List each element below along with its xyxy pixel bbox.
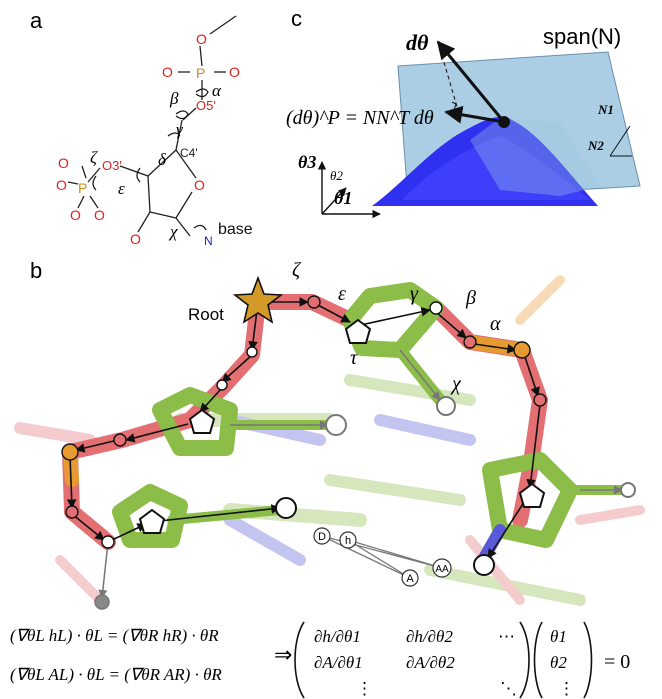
torsion-alpha-a: α	[212, 81, 222, 100]
pair-node-aa: AA	[435, 564, 449, 575]
node	[437, 397, 455, 415]
node	[247, 347, 257, 357]
atom-o-l5: O	[94, 207, 105, 223]
torsion-zeta-b: ζ	[292, 259, 302, 281]
node	[621, 483, 635, 497]
node	[217, 380, 227, 390]
node	[308, 296, 320, 308]
torsion-tau-b: τ	[350, 347, 358, 369]
panel-a: a O O O P O5' C4'	[30, 8, 253, 248]
torsion-epsilon-b: ε	[338, 283, 346, 305]
atom-o-l3: O	[56, 177, 67, 193]
node	[326, 415, 346, 435]
equations: (∇θL hL) · θL = (∇θR hR) · θR (∇θL AL) ·…	[10, 622, 630, 698]
theta1-label: θ1	[334, 188, 352, 208]
base-point	[498, 116, 510, 128]
atom-o-left: O	[162, 64, 173, 80]
implies-arrow: ⇒	[274, 642, 292, 667]
atom-o-bottom: O	[130, 231, 141, 247]
base-label: base	[218, 221, 253, 238]
matrix-r1c2: ∂h/∂θ2	[406, 627, 453, 646]
torsion-alpha-b: α	[490, 313, 501, 335]
vector-1: θ1	[550, 627, 567, 646]
matrix-r3c3: ⋱	[500, 679, 517, 698]
panel-b-letter: b	[30, 258, 42, 283]
pair-nodes: D h A AA	[314, 528, 451, 586]
nodes	[62, 296, 635, 609]
node	[474, 555, 494, 575]
panel-a-letter: a	[30, 8, 43, 33]
panel-a-bonds	[68, 16, 236, 236]
panel-b: b	[20, 258, 640, 609]
pair-node-d: D	[318, 531, 326, 543]
atom-o-top: O	[196, 31, 207, 47]
torsion-beta-b: β	[465, 287, 476, 309]
dtheta-label: dθ	[406, 30, 429, 55]
torsion-beta-a: β	[169, 89, 179, 108]
node	[276, 498, 296, 518]
matrix-r1c3: ⋯	[498, 627, 515, 646]
matrix-r3c1: ⋮	[356, 679, 373, 698]
atom-p2: P	[78, 180, 87, 196]
equation-line-1: (∇θL hL) · θL = (∇θR hR) · θR	[10, 626, 219, 645]
node	[114, 434, 126, 446]
node	[62, 444, 78, 460]
matrix-r2c1: ∂A/∂θ1	[314, 653, 363, 672]
node	[464, 336, 476, 348]
theta2-label: θ2	[330, 168, 343, 183]
matrix-left-paren	[295, 622, 304, 698]
node	[514, 342, 530, 358]
atom-o5: O5'	[196, 98, 216, 113]
vector-left-paren	[535, 622, 543, 698]
torsion-chi-b: χ	[450, 373, 462, 395]
node	[534, 394, 546, 406]
pair-node-h: h	[345, 535, 351, 547]
atom-o-ring: O	[194, 177, 205, 193]
theta3-label: θ3	[298, 152, 316, 172]
torsion-gamma-b: γ	[410, 283, 419, 305]
span-label: span(N)	[543, 24, 621, 49]
torsion-chi-a: χ	[168, 222, 178, 241]
matrix-r2c2: ∂A/∂θ2	[406, 653, 455, 672]
n1-label: N1	[597, 102, 614, 117]
torsion-delta-a: δ	[158, 150, 167, 169]
pentagon	[140, 510, 164, 533]
pair-node-a: A	[406, 573, 414, 585]
matrix-right-paren	[520, 622, 529, 698]
panel-c-letter: c	[291, 6, 302, 31]
atom-n: N	[204, 234, 213, 248]
node	[102, 536, 114, 548]
panel-c: c N1 N2 span(N) dθ (dθ)^P = NN^T dθ θ3 θ…	[286, 6, 640, 214]
atom-o-l4: O	[70, 207, 81, 223]
vector-right-paren	[584, 622, 592, 698]
node	[66, 506, 78, 518]
equation-line-2: (∇θL AL) · θL = (∇θR AR) · θR	[10, 665, 222, 684]
atom-c4: C4'	[180, 146, 198, 160]
vector-3: ⋮	[558, 679, 575, 698]
matrix-r1c1: ∂h/∂θ1	[314, 627, 361, 646]
atom-o-l2: O	[58, 155, 69, 171]
vector-2: θ2	[550, 653, 567, 672]
torsion-epsilon-a: ε	[118, 179, 125, 198]
torsion-gamma-a: γ	[176, 120, 184, 139]
n2-label: N2	[587, 138, 604, 153]
node	[430, 302, 442, 314]
projection-equation: (dθ)^P = NN^T dθ	[286, 107, 434, 129]
atom-o-right: O	[229, 64, 240, 80]
root-label: Root	[188, 305, 224, 324]
equation-rhs: = 0	[604, 651, 630, 673]
atom-p1: P	[196, 65, 205, 81]
torsion-zeta-a: ζ	[90, 148, 98, 167]
node	[95, 595, 109, 609]
atom-o3: O3'	[102, 158, 122, 173]
